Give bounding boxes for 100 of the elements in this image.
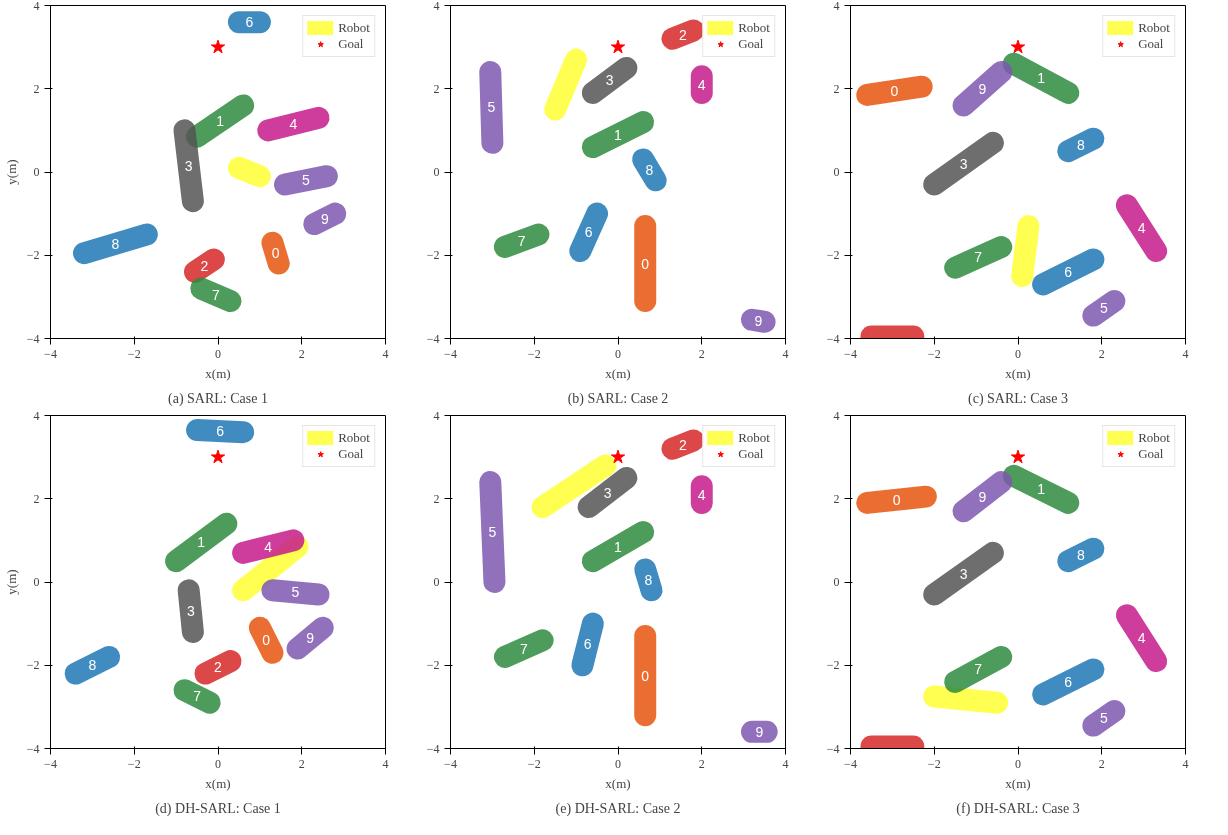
series-label: 9	[754, 312, 763, 329]
x-tick-label: −4	[44, 346, 57, 361]
y-tick-label: −4	[26, 331, 40, 346]
y-tick-label: −2	[826, 658, 840, 673]
legend-label: Goal	[738, 36, 764, 52]
series-label: 0	[892, 491, 901, 508]
legend-label: Goal	[1138, 36, 1164, 52]
series-label: 5	[488, 524, 497, 541]
series-label: 3	[959, 155, 968, 172]
series-label: 6	[216, 423, 225, 440]
series-label: 8	[1076, 546, 1085, 563]
x-tick-label: −4	[844, 346, 857, 361]
y-tick-label: 4	[433, 0, 440, 13]
series-label: 0	[641, 255, 650, 272]
series-label: 9	[306, 630, 315, 647]
x-tick-label: 0	[1015, 756, 1021, 771]
x-tick-label: 4	[382, 756, 389, 771]
x-axis-title: x(m)	[205, 365, 231, 381]
legend-label: Robot	[338, 20, 370, 36]
text: (b) SARL: Case 2	[567, 390, 669, 407]
y-tick-label: 0	[433, 165, 440, 179]
x-axis-title: x(m)	[205, 775, 231, 791]
y-tick-label: −2	[826, 248, 840, 263]
text: (f) DH-SARL: Case 3	[956, 800, 1080, 817]
series-label: 3	[605, 72, 614, 89]
series-label: 7	[974, 249, 983, 266]
series-label: 8	[645, 161, 654, 178]
series-label: 5	[291, 584, 300, 601]
y-tick-label: 4	[433, 408, 440, 423]
series-label: 3	[184, 157, 193, 174]
x-tick-label: −4	[444, 756, 457, 771]
series-label: 4	[289, 116, 298, 133]
series-label: 7	[519, 640, 528, 657]
series-label: 8	[644, 571, 653, 588]
x-tick-label: 2	[698, 346, 705, 361]
x-tick-label: 4	[1182, 346, 1189, 361]
legend-label: Goal	[338, 36, 364, 52]
legend-label: Robot	[738, 20, 770, 36]
y-tick-label: −4	[826, 741, 840, 756]
legend-label: Robot	[1138, 20, 1170, 36]
y-tick-label: 0	[833, 575, 840, 589]
series-label: 4	[264, 538, 273, 555]
y-tick-label: −2	[426, 658, 440, 673]
series-label: 2	[214, 659, 223, 676]
x-tick-label: 2	[298, 756, 305, 771]
x-tick-label: 0	[615, 346, 621, 361]
series-label: 2	[679, 436, 688, 453]
x-tick-label: 4	[1182, 756, 1189, 771]
series-label: 0	[890, 82, 899, 99]
x-tick-label: −4	[844, 756, 857, 771]
series-label: 5	[1099, 300, 1108, 317]
y-axis-title: y(m)	[3, 159, 19, 185]
legend-label: Robot	[1138, 430, 1170, 446]
series-label: 5	[487, 99, 496, 116]
series-label: 7	[212, 286, 221, 303]
y-tick-label: 4	[833, 408, 840, 423]
y-tick-label: 2	[833, 81, 840, 96]
series-label: 2	[200, 257, 209, 274]
series-label: 7	[517, 232, 526, 249]
y-tick-label: 0	[433, 575, 440, 589]
series-label: 4	[697, 76, 706, 93]
series-label: 1	[1037, 481, 1046, 498]
x-tick-label: 0	[1015, 346, 1021, 361]
series-label: 4	[1137, 630, 1146, 647]
x-tick-label: −2	[127, 756, 141, 771]
series-label: 8	[111, 235, 120, 252]
series-label: 6	[245, 14, 254, 31]
x-tick-label: −4	[44, 756, 57, 771]
y-tick-label: −4	[26, 741, 40, 756]
series-label: 1	[216, 113, 225, 130]
series-label: 4	[1137, 220, 1146, 237]
series-label: 0	[641, 667, 650, 684]
y-tick-label: 4	[33, 408, 40, 423]
series-label: 3	[186, 603, 195, 620]
x-tick-label: −2	[127, 346, 141, 361]
x-axis-title: x(m)	[605, 365, 631, 381]
y-tick-label: 0	[833, 165, 840, 179]
x-tick-label: −2	[527, 756, 541, 771]
x-tick-label: 4	[782, 346, 789, 361]
series-label: 9	[978, 488, 987, 505]
x-tick-label: 0	[615, 756, 621, 771]
x-tick-label: 4	[382, 346, 389, 361]
y-tick-label: 4	[33, 0, 40, 13]
series-label: 7	[974, 661, 983, 678]
y-tick-label: 2	[433, 491, 440, 506]
x-axis-title: x(m)	[605, 775, 631, 791]
y-tick-label: 2	[33, 81, 40, 96]
series-label: 1	[197, 534, 206, 551]
y-tick-label: 4	[833, 0, 840, 13]
y-tick-label: −4	[426, 741, 440, 756]
series-label: 5	[1099, 710, 1108, 727]
y-axis-title: y(m)	[3, 569, 19, 595]
series-label: 6	[1064, 673, 1073, 690]
text: (c) SARL: Case 3	[968, 390, 1068, 407]
series-label: 3	[959, 565, 968, 582]
legend-label: Goal	[1138, 446, 1164, 462]
y-tick-label: 0	[33, 575, 40, 589]
series-label: 4	[697, 486, 706, 503]
y-tick-label: −2	[26, 658, 40, 673]
series-label: 9	[755, 723, 764, 740]
